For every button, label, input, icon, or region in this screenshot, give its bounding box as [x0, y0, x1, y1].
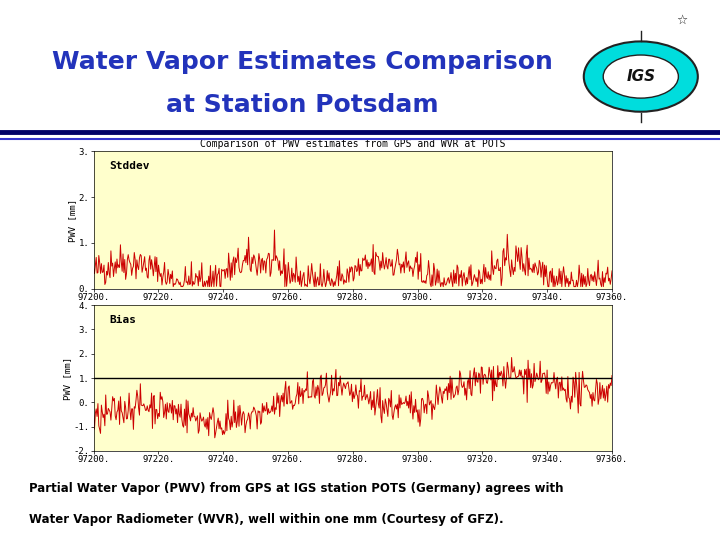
Ellipse shape [584, 42, 698, 112]
Y-axis label: PWV [mm]: PWV [mm] [68, 199, 77, 241]
Text: Water Vapor Estimates Comparison: Water Vapor Estimates Comparison [52, 50, 553, 74]
Text: Bias: Bias [109, 315, 136, 325]
Text: ☆: ☆ [677, 14, 688, 26]
Ellipse shape [603, 55, 678, 98]
Y-axis label: PWV [mm]: PWV [mm] [63, 356, 72, 400]
Text: IGS: IGS [626, 69, 655, 84]
Title: Comparison of PWV estimates from GPS and WVR at POTS: Comparison of PWV estimates from GPS and… [200, 139, 505, 149]
Text: Water Vapor Radiometer (WVR), well within one mm (Courtesy of GFZ).: Water Vapor Radiometer (WVR), well withi… [29, 513, 503, 526]
Text: Partial Water Vapor (PWV) from GPS at IGS station POTS (Germany) agrees with: Partial Water Vapor (PWV) from GPS at IG… [29, 482, 563, 495]
Text: Stddev: Stddev [109, 161, 150, 171]
Text: at Station Potsdam: at Station Potsdam [166, 93, 438, 117]
